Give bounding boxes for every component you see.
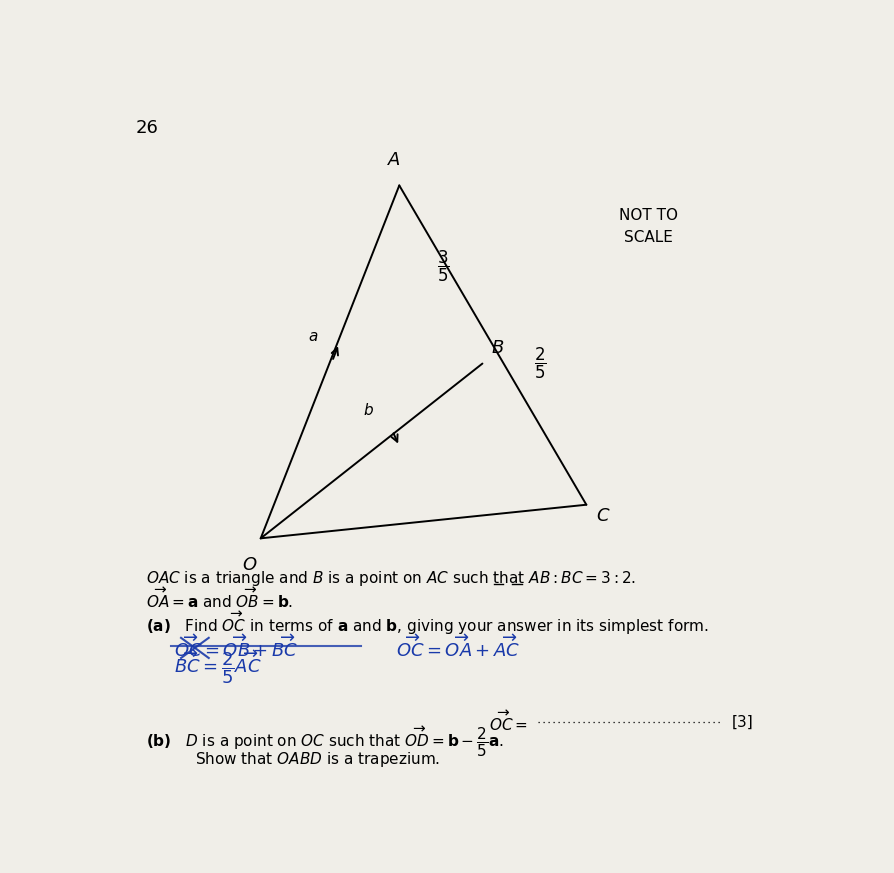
Text: $\overrightarrow{BC} = \dfrac{2}{5}\overrightarrow{AC}$: $\overrightarrow{BC} = \dfrac{2}{5}\over…: [174, 649, 262, 686]
Text: Show that $OABD$ is a trapezium.: Show that $OABD$ is a trapezium.: [195, 750, 440, 769]
Text: $\dfrac{2}{5}$: $\dfrac{2}{5}$: [534, 346, 546, 382]
Text: b: b: [363, 403, 373, 418]
Text: $\overrightarrow{OC} = $: $\overrightarrow{OC} = $: [489, 710, 528, 734]
Text: NOT TO: NOT TO: [620, 208, 679, 223]
Text: $\dfrac{3}{5}$: $\dfrac{3}{5}$: [436, 249, 449, 284]
Text: O: O: [242, 556, 256, 574]
Text: $\mathbf{(a)}$   Find $\overrightarrow{OC}$ in terms of $\mathbf{a}$ and $\mathb: $\mathbf{(a)}$ Find $\overrightarrow{OC}…: [147, 610, 709, 637]
Text: B: B: [492, 339, 504, 357]
Text: $\overrightarrow{OC} = \overrightarrow{OA} + \overrightarrow{AC}$: $\overrightarrow{OC} = \overrightarrow{O…: [396, 635, 520, 662]
Text: A: A: [388, 151, 401, 168]
Text: a: a: [308, 329, 317, 344]
Text: C: C: [597, 507, 610, 526]
Text: $\overrightarrow{OA} = \mathbf{a}$ and $\overrightarrow{OB} = \mathbf{b}$.: $\overrightarrow{OA} = \mathbf{a}$ and $…: [147, 587, 293, 611]
Text: $OAC$ is a triangle and $B$ is a point on $AC$ such that $AB : BC = 3 : 2$.: $OAC$ is a triangle and $B$ is a point o…: [147, 569, 637, 588]
Text: 26: 26: [136, 120, 159, 137]
Text: $\overrightarrow{OC} = \overrightarrow{OB} + \overrightarrow{BC}$: $\overrightarrow{OC} = \overrightarrow{O…: [174, 635, 299, 662]
Text: SCALE: SCALE: [624, 230, 673, 245]
Text: $\mathbf{(b)}$   $D$ is a point on $OC$ such that $\overrightarrow{OD} = \mathbf: $\mathbf{(b)}$ $D$ is a point on $OC$ su…: [147, 725, 504, 760]
Text: [3]: [3]: [732, 714, 754, 729]
